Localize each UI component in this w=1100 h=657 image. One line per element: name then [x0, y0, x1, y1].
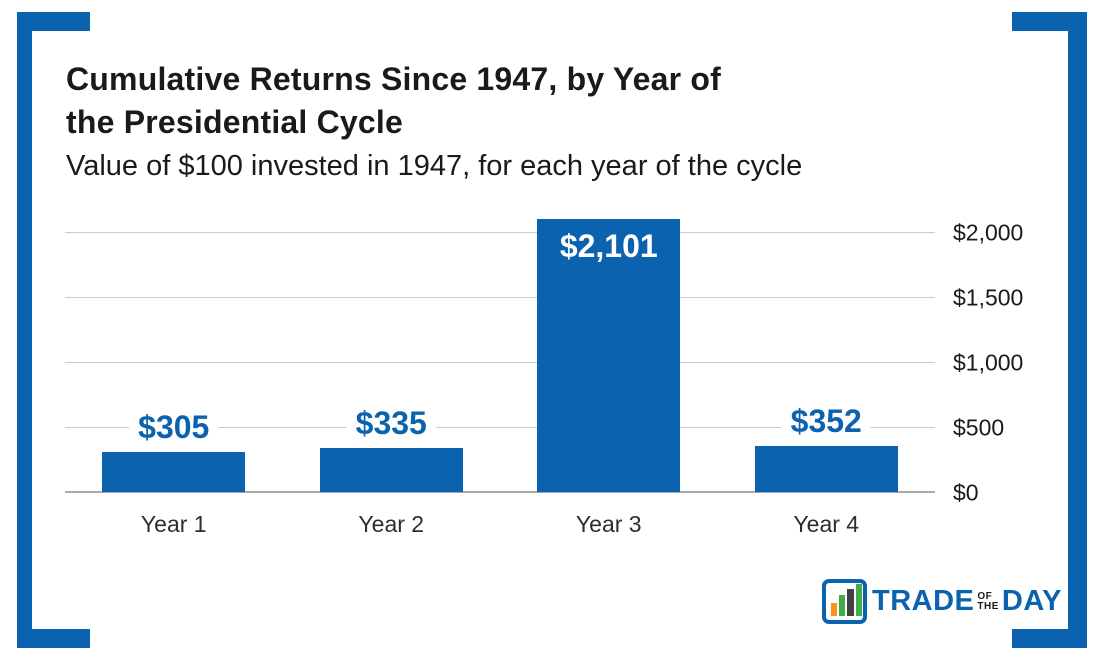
y-tick-label: $1,500 [953, 284, 1024, 311]
bar-value-label: $352 [781, 403, 871, 441]
frame-bracket-left [17, 12, 90, 648]
y-tick-label: $1,000 [953, 349, 1024, 376]
bar-chart-plot: $305 Year 1 $335 Year 2 $2,101 Year 3 $352 Year… [65, 213, 935, 537]
bar-year-4 [754, 446, 898, 492]
x-axis-label: Year 1 [140, 511, 207, 537]
logo-icon-bar-0 [831, 603, 837, 616]
chart-title: Cumulative Returns Since 1947, by Year o… [66, 58, 966, 144]
bar-year-1 [102, 452, 246, 492]
bar-chart-icon [822, 579, 867, 624]
gridline-1000 [65, 362, 935, 363]
gridline-2000 [65, 232, 935, 233]
x-axis-label: Year 2 [358, 511, 425, 537]
y-axis: $0 $500 $1,000 $1,500 $2,000 [953, 213, 1053, 506]
chart-title-line2: the Presidential Cycle [66, 104, 403, 140]
gridline-500 [65, 427, 935, 428]
gridline-0 [65, 491, 935, 493]
chart-subtitle: Value of $100 invested in 1947, for each… [66, 150, 803, 182]
frame-bracket-right [1012, 12, 1087, 648]
y-tick-label: $0 [953, 479, 979, 506]
trade-of-the-day-logo: TRADE OF THE DAY [822, 579, 1062, 624]
logo-word-the: THE [977, 600, 999, 612]
bar-year-2 [319, 448, 463, 492]
logo-word-of-the: OF THE [977, 590, 999, 612]
bar-value-label: $2,101 [559, 227, 658, 264]
x-axis-label: Year 4 [793, 511, 860, 537]
x-axis-label: Year 3 [575, 511, 642, 537]
logo-word-of: OF [977, 590, 993, 602]
chart-header: Cumulative Returns Since 1947, by Year o… [66, 58, 966, 184]
gridline-1500 [65, 297, 935, 298]
bar-value-label: $335 [346, 405, 436, 443]
logo-icon-bar-3 [856, 584, 862, 616]
y-tick-label: $2,000 [953, 219, 1024, 246]
logo-word-day: DAY [1001, 585, 1062, 617]
bar-value-label: $305 [129, 409, 219, 447]
logo-icon-bar-1 [839, 595, 845, 616]
logo-icon-bar-2 [847, 589, 854, 616]
y-tick-label: $500 [953, 414, 1005, 441]
logo-word-trade: TRADE [872, 585, 975, 617]
bar-year-3 [537, 218, 681, 492]
chart-title-line1: Cumulative Returns Since 1947, by Year o… [66, 61, 721, 97]
